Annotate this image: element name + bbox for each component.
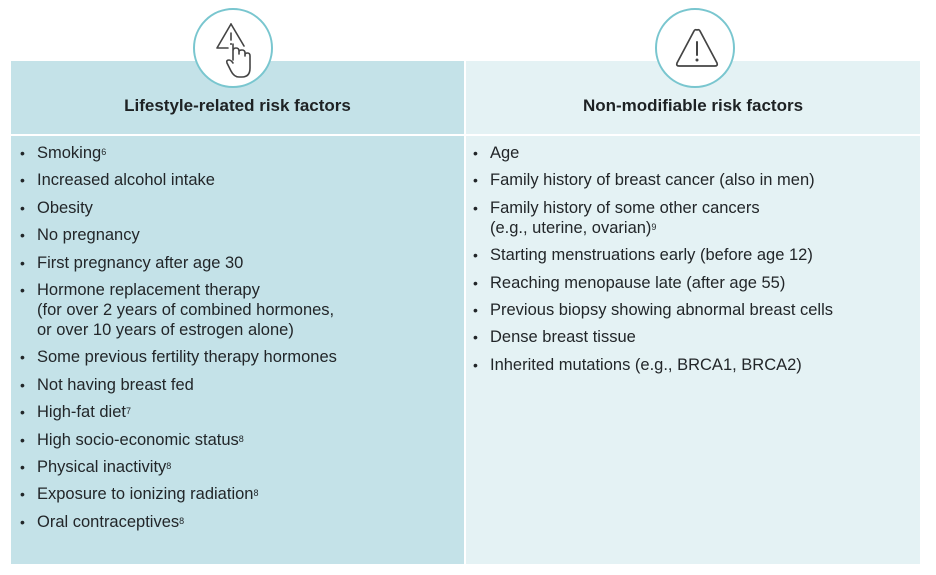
list-item: • Exposure to ionizing radiation8 xyxy=(20,484,464,504)
list-item: • No pregnancy xyxy=(20,225,464,245)
reference-superscript: 7 xyxy=(125,406,131,417)
list-item: • Some previous fertility therapy hormone… xyxy=(20,347,464,367)
bullet-icon: • xyxy=(473,356,478,373)
list-item-text: Not having breast fed xyxy=(37,375,194,394)
bullet-icon: • xyxy=(473,274,478,291)
bullet-icon: • xyxy=(20,404,25,421)
list-item: • Not having breast fed xyxy=(20,375,464,395)
list-item: • Age xyxy=(473,143,920,163)
non-modifiable-risk-header: Non-modifiable risk factors xyxy=(466,61,920,136)
list-item-text: Increased alcohol intake xyxy=(37,171,215,190)
bullet-icon: • xyxy=(20,376,25,393)
non-modifiable-risk-title: Non-modifiable risk factors xyxy=(582,96,804,115)
list-item-text: No pregnancy xyxy=(37,226,140,245)
list-item: • Previous biopsy showing abnormal breast… xyxy=(473,300,920,320)
list-item: • First pregnancy after age 30 xyxy=(20,253,464,273)
bullet-icon: • xyxy=(20,349,25,366)
non-modifiable-risk-list: • Age • Family history of breast cancer (al… xyxy=(473,143,920,382)
bullet-icon: • xyxy=(20,199,25,216)
lifestyle-risk-column: Lifestyle-related risk factors • Smoking6… xyxy=(11,61,464,564)
warning-triangle-icon xyxy=(655,8,735,88)
warning-touch-icon xyxy=(193,8,273,88)
bullet-icon: • xyxy=(473,199,478,216)
reference-superscript: 8 xyxy=(253,488,259,499)
list-item-text: Family history of some other cancers xyxy=(490,198,760,217)
list-item: • Hormone replacement therapy (for over 2 … xyxy=(20,280,464,340)
list-item-text: Starting menstruations early (before age… xyxy=(490,246,813,265)
list-item-text: Previous biopsy showing abnormal breast … xyxy=(490,300,834,319)
bullet-icon: • xyxy=(20,458,25,475)
reference-superscript: 8 xyxy=(179,515,185,526)
list-item: • Obesity xyxy=(20,198,464,218)
non-modifiable-risk-column: Non-modifiable risk factors • Age • Family … xyxy=(466,61,920,564)
list-item: • Increased alcohol intake xyxy=(20,170,464,190)
lifestyle-risk-header: Lifestyle-related risk factors xyxy=(11,61,464,136)
bullet-icon: • xyxy=(20,145,25,161)
lifestyle-risk-list: • Smoking6 • Increased alcohol intake • Obesi… xyxy=(20,143,464,539)
list-item-text: Smoking6 xyxy=(37,144,107,162)
list-item-text: (e.g., uterine, ovarian)9 xyxy=(490,218,657,237)
list-item: • Physical inactivity8 xyxy=(20,457,464,477)
list-item-text: Reaching menopause late (after age 55) xyxy=(490,273,786,292)
bullet-icon: • xyxy=(20,486,25,503)
list-item-text: Age xyxy=(490,144,520,162)
bullet-icon: • xyxy=(20,172,25,189)
bullet-icon: • xyxy=(20,431,25,448)
list-item: • Inherited mutations (e.g., BRCA1, BRCA2… xyxy=(473,355,920,375)
list-item: • Family history of breast cancer (also i… xyxy=(473,170,920,190)
list-item-text: Dense breast tissue xyxy=(490,328,636,347)
bullet-icon: • xyxy=(473,301,478,318)
list-item: • Dense breast tissue xyxy=(473,327,920,347)
list-item: • Smoking6 xyxy=(20,143,464,163)
bullet-icon: • xyxy=(473,145,478,161)
list-item-text: Obesity xyxy=(37,198,93,217)
list-item-text: Oral contraceptives8 xyxy=(37,512,185,531)
bullet-icon: • xyxy=(20,281,25,298)
reference-superscript: 9 xyxy=(651,221,657,232)
list-item: • Family history of some other cancers (e.… xyxy=(473,198,920,238)
bullet-icon: • xyxy=(473,329,478,346)
list-item-text: High-fat diet7 xyxy=(37,403,131,422)
list-item-text: Inherited mutations (e.g., BRCA1, BRCA2) xyxy=(490,355,802,374)
reference-superscript: 8 xyxy=(166,460,172,471)
list-item: • Reaching menopause late (after age 55) xyxy=(473,273,920,293)
bullet-icon: • xyxy=(20,227,25,244)
bullet-icon: • xyxy=(20,513,25,530)
list-item-text: Hormone replacement therapy xyxy=(37,280,260,299)
list-item-text: High socio-economic status8 xyxy=(37,430,244,449)
list-item-text: or over 10 years of estrogen alone) xyxy=(37,320,294,339)
list-item: • High socio-economic status8 xyxy=(20,430,464,450)
list-item-text: First pregnancy after age 30 xyxy=(37,253,244,272)
list-item: • Starting menstruations early (before ag… xyxy=(473,245,920,265)
list-item-text: Some previous fertility therapy hormones xyxy=(37,348,337,367)
bullet-icon: • xyxy=(473,172,478,189)
reference-superscript: 6 xyxy=(101,147,107,157)
list-item-text: (for over 2 years of combined hormones, xyxy=(37,300,335,319)
bullet-icon: • xyxy=(20,254,25,271)
list-item-text: Physical inactivity8 xyxy=(37,457,172,476)
list-item: • High-fat diet7 xyxy=(20,402,464,422)
bullet-icon: • xyxy=(473,247,478,264)
list-item-text: Exposure to ionizing radiation8 xyxy=(37,485,259,504)
list-item-text: Family history of breast cancer (also in… xyxy=(490,171,815,190)
lifestyle-risk-title: Lifestyle-related risk factors xyxy=(124,96,351,115)
list-item: • Oral contraceptives8 xyxy=(20,512,464,532)
reference-superscript: 8 xyxy=(238,433,244,444)
